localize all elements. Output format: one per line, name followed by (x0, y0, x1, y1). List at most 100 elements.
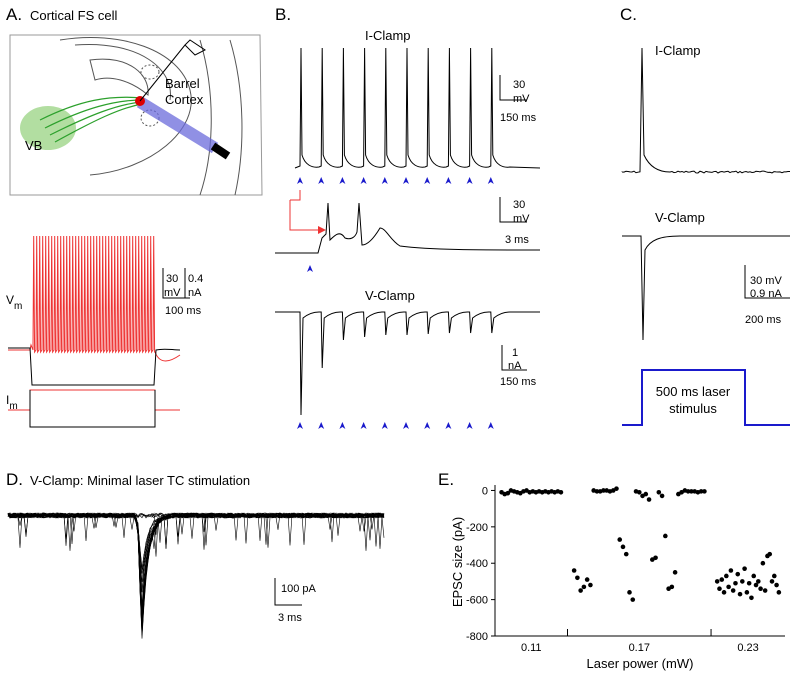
point (769, 579, 775, 584)
im-label: Im (6, 393, 18, 412)
trace (7, 512, 385, 610)
trace-title: V-Clamp (655, 210, 705, 225)
point (753, 582, 759, 588)
y-tick-label: 0 (482, 485, 488, 497)
trace-title: V-Clamp (365, 288, 415, 303)
y-axis-label: EPSC size (pA) (450, 517, 465, 607)
stim-arrow (381, 177, 388, 184)
point (575, 575, 580, 581)
trace (7, 512, 385, 626)
scale-label: mV (164, 287, 181, 299)
panel-label: B. (275, 5, 291, 24)
point (636, 489, 642, 495)
point (617, 537, 623, 542)
region-label: Cortex (165, 92, 204, 107)
point (588, 582, 593, 588)
scale-label: 0.9 nA (750, 288, 782, 300)
point (746, 580, 752, 586)
trace (7, 512, 385, 633)
point (669, 584, 675, 590)
stim-arrow (403, 177, 409, 184)
point (594, 489, 600, 494)
scale-bar (744, 265, 790, 299)
scale-label: nA (508, 360, 522, 372)
stim-arrow (487, 177, 494, 184)
pipette (139, 39, 206, 102)
scale-label: 30 (166, 273, 178, 285)
point (724, 573, 729, 579)
stim-arrow (403, 422, 409, 429)
scale-label: 3 ms (505, 234, 529, 246)
stim-arrow (445, 422, 452, 429)
point (717, 586, 722, 591)
point (698, 489, 704, 494)
point (751, 573, 757, 579)
point (774, 582, 779, 588)
point (578, 588, 583, 593)
x-tick-label: 0.17 (629, 642, 650, 654)
trace (7, 512, 385, 635)
point (656, 489, 662, 495)
point (737, 591, 743, 597)
trace (7, 512, 385, 623)
trace (7, 512, 385, 639)
stim-arrow (360, 422, 367, 429)
trace (621, 47, 791, 174)
scale-bar (499, 197, 527, 223)
stim-arrow (360, 177, 367, 184)
trace (8, 235, 181, 362)
trace-title: I-Clamp (365, 28, 411, 43)
point (760, 560, 766, 566)
trace (7, 512, 385, 627)
trace (294, 47, 541, 169)
point (730, 588, 736, 593)
point (601, 488, 606, 493)
point (749, 595, 754, 601)
point (767, 551, 773, 557)
y-tick-label: -200 (466, 522, 488, 534)
point (726, 584, 731, 590)
stim-arrow (466, 177, 473, 184)
point (733, 580, 738, 586)
scale-label: 150 ms (500, 112, 537, 124)
point (758, 586, 763, 591)
stim-arrow (424, 177, 431, 184)
scale-label: mV (513, 213, 530, 225)
point (776, 590, 782, 595)
scale-label: 30 (513, 199, 525, 211)
panel-title: V-Clamp: Minimal laser TC stimulation (30, 473, 250, 488)
stim-arrow (318, 177, 325, 184)
stim-arrow (466, 422, 473, 429)
fiber (210, 142, 231, 160)
scale-label: 150 ms (500, 376, 537, 388)
trace (7, 512, 385, 550)
scale-label: 200 ms (745, 314, 782, 326)
region-label: Barrel (165, 76, 200, 91)
point (630, 597, 636, 602)
scale-bar (499, 75, 527, 101)
y-tick-label: -800 (466, 631, 488, 643)
trace (7, 512, 385, 606)
trace (7, 512, 385, 621)
tc-axons (39, 96, 143, 143)
scale-label: 1 (512, 347, 518, 359)
trace (7, 512, 385, 619)
vb-region (20, 106, 76, 150)
point (740, 579, 745, 584)
scale-bar (162, 268, 190, 299)
point (728, 568, 734, 573)
y-axis (494, 485, 785, 637)
point (653, 555, 658, 561)
scale-label: 100 pA (281, 583, 317, 595)
laser-stimulus (622, 369, 790, 426)
scale-bar (501, 345, 527, 371)
stim-arrow (297, 422, 303, 429)
point (643, 491, 649, 497)
point (721, 590, 727, 595)
point (659, 493, 665, 499)
point (663, 533, 668, 539)
point (558, 489, 564, 495)
laser-beam (136, 96, 219, 154)
point (627, 590, 632, 595)
